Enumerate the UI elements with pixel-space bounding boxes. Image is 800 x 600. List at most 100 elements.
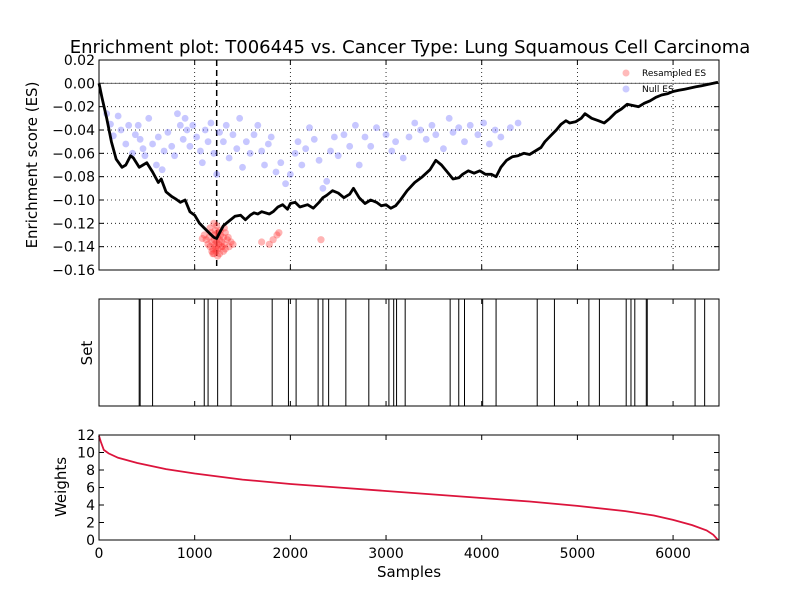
es-y-tick-label: 0.00	[64, 76, 95, 92]
resampled-es-point	[213, 238, 221, 246]
resampled-es-point	[317, 236, 325, 244]
null-es-point	[233, 145, 241, 153]
null-es-point	[158, 166, 166, 174]
es-y-tick-label: −0.02	[52, 100, 95, 116]
weights-x-tick-label: 5000	[560, 546, 596, 562]
resampled-es-point	[211, 226, 219, 234]
weights-panel: 02 46 810 12 0 1000 2000 3000 4000 5000 6000	[77, 428, 720, 562]
resampled-es-point	[225, 243, 233, 251]
null-es-point	[160, 147, 168, 155]
null-es-point	[204, 138, 212, 146]
es-y-tick-label: −0.08	[52, 170, 95, 186]
null-es-point	[355, 161, 363, 169]
null-es-point	[236, 114, 244, 122]
resampled-es-point	[223, 236, 231, 244]
null-es-point	[216, 128, 223, 136]
null-es-point	[497, 133, 505, 141]
null-es-point	[315, 156, 323, 164]
null-es-point	[242, 138, 250, 146]
resampled-es-point	[212, 245, 220, 253]
null-es-point	[114, 112, 122, 120]
resampled-es-point	[221, 229, 229, 237]
chart-title: Enrichment plot: T006445 vs. Cancer Type…	[70, 37, 751, 58]
null-es-point	[373, 124, 380, 132]
null-es-point	[250, 131, 258, 139]
null-es-point	[267, 133, 275, 141]
weights-y-tick-label: 8	[86, 463, 95, 479]
enrichment-y-axis-label: Enrichment score (ES)	[23, 82, 41, 249]
resampled-es-point	[219, 233, 227, 241]
null-es-point	[154, 133, 162, 141]
null-es-point	[480, 119, 488, 127]
null-es-point	[367, 142, 375, 150]
null-es-point	[136, 135, 144, 143]
null-es-point	[222, 121, 230, 129]
null-es-point	[294, 138, 302, 146]
null-es-point	[201, 126, 209, 134]
resampled-es-point	[273, 231, 281, 239]
null-es-point	[507, 124, 514, 132]
null-es-point	[327, 147, 334, 155]
null-es-point	[183, 126, 191, 134]
null-es-point	[125, 121, 133, 129]
null-es-point	[219, 138, 227, 146]
resampled-es-point	[206, 243, 214, 251]
resampled-es-point	[209, 250, 217, 258]
null-es-point	[181, 114, 189, 122]
weights-y-tick-label: 6	[86, 481, 95, 497]
resampled-es-point	[214, 252, 222, 260]
null-es-point	[514, 119, 522, 127]
null-es-point	[388, 147, 396, 155]
null-es-point	[134, 121, 142, 129]
weights-y-tick-label: 12	[77, 428, 95, 444]
null-es-point	[117, 126, 125, 134]
weights-x-axis-label: Samples	[377, 563, 441, 581]
resampled-es-point	[206, 224, 214, 232]
resampled-es-point	[202, 236, 210, 244]
null-es-point	[485, 140, 493, 148]
es-y-tick-label: −0.10	[52, 193, 95, 209]
resampled-es-point	[220, 240, 228, 248]
null-es-point	[272, 168, 280, 176]
es-y-tick-label: −0.14	[52, 240, 95, 256]
es-y-tick-label: −0.04	[52, 123, 95, 139]
resampled-es-point	[258, 238, 266, 246]
resampled-es-point	[265, 240, 273, 248]
null-es-point	[225, 154, 233, 162]
null-es-point	[334, 152, 342, 160]
null-es-point	[277, 159, 285, 167]
null-es-point	[168, 142, 176, 150]
resampled-es-point	[214, 245, 222, 253]
null-es-point	[153, 161, 160, 169]
es-y-tick-label: −0.06	[52, 146, 95, 162]
null-es-point	[445, 114, 453, 122]
legend: Resampled ES Null ES	[622, 69, 706, 95]
null-es-point	[382, 131, 390, 139]
null-es-point	[428, 121, 436, 129]
null-es-point	[298, 161, 306, 169]
legend-resampled-label: Resampled ES	[642, 69, 706, 79]
resampled-es-point	[209, 245, 217, 253]
resampled-es-point	[204, 240, 212, 248]
resampled-es-point	[214, 240, 223, 248]
resampled-es-point	[212, 247, 220, 255]
resampled-es-point	[221, 245, 229, 253]
enrichment-panel: 0.02 0.00 −0.02 −0.04 −0.06 −0.08 −0.10 −0.12 −0…	[52, 53, 720, 279]
null-es-point	[171, 152, 178, 160]
resampled-es-point	[211, 240, 219, 248]
set-plot-frame	[98, 298, 720, 407]
null-es-point	[198, 159, 206, 167]
set-panel	[98, 298, 720, 407]
es-y-tick-label: 0.02	[64, 53, 95, 69]
null-es-point	[392, 138, 400, 146]
null-es-point	[417, 126, 424, 134]
resampled-es-point	[275, 229, 283, 237]
null-es-point	[310, 135, 318, 143]
null-es-point	[141, 152, 149, 160]
resampled-es-point	[227, 238, 235, 246]
null-es-point	[210, 149, 218, 157]
resampled-es-point	[224, 233, 232, 241]
null-es-point	[323, 177, 331, 185]
legend-null-label: Null ES	[642, 85, 674, 95]
null-es-point	[261, 161, 268, 169]
